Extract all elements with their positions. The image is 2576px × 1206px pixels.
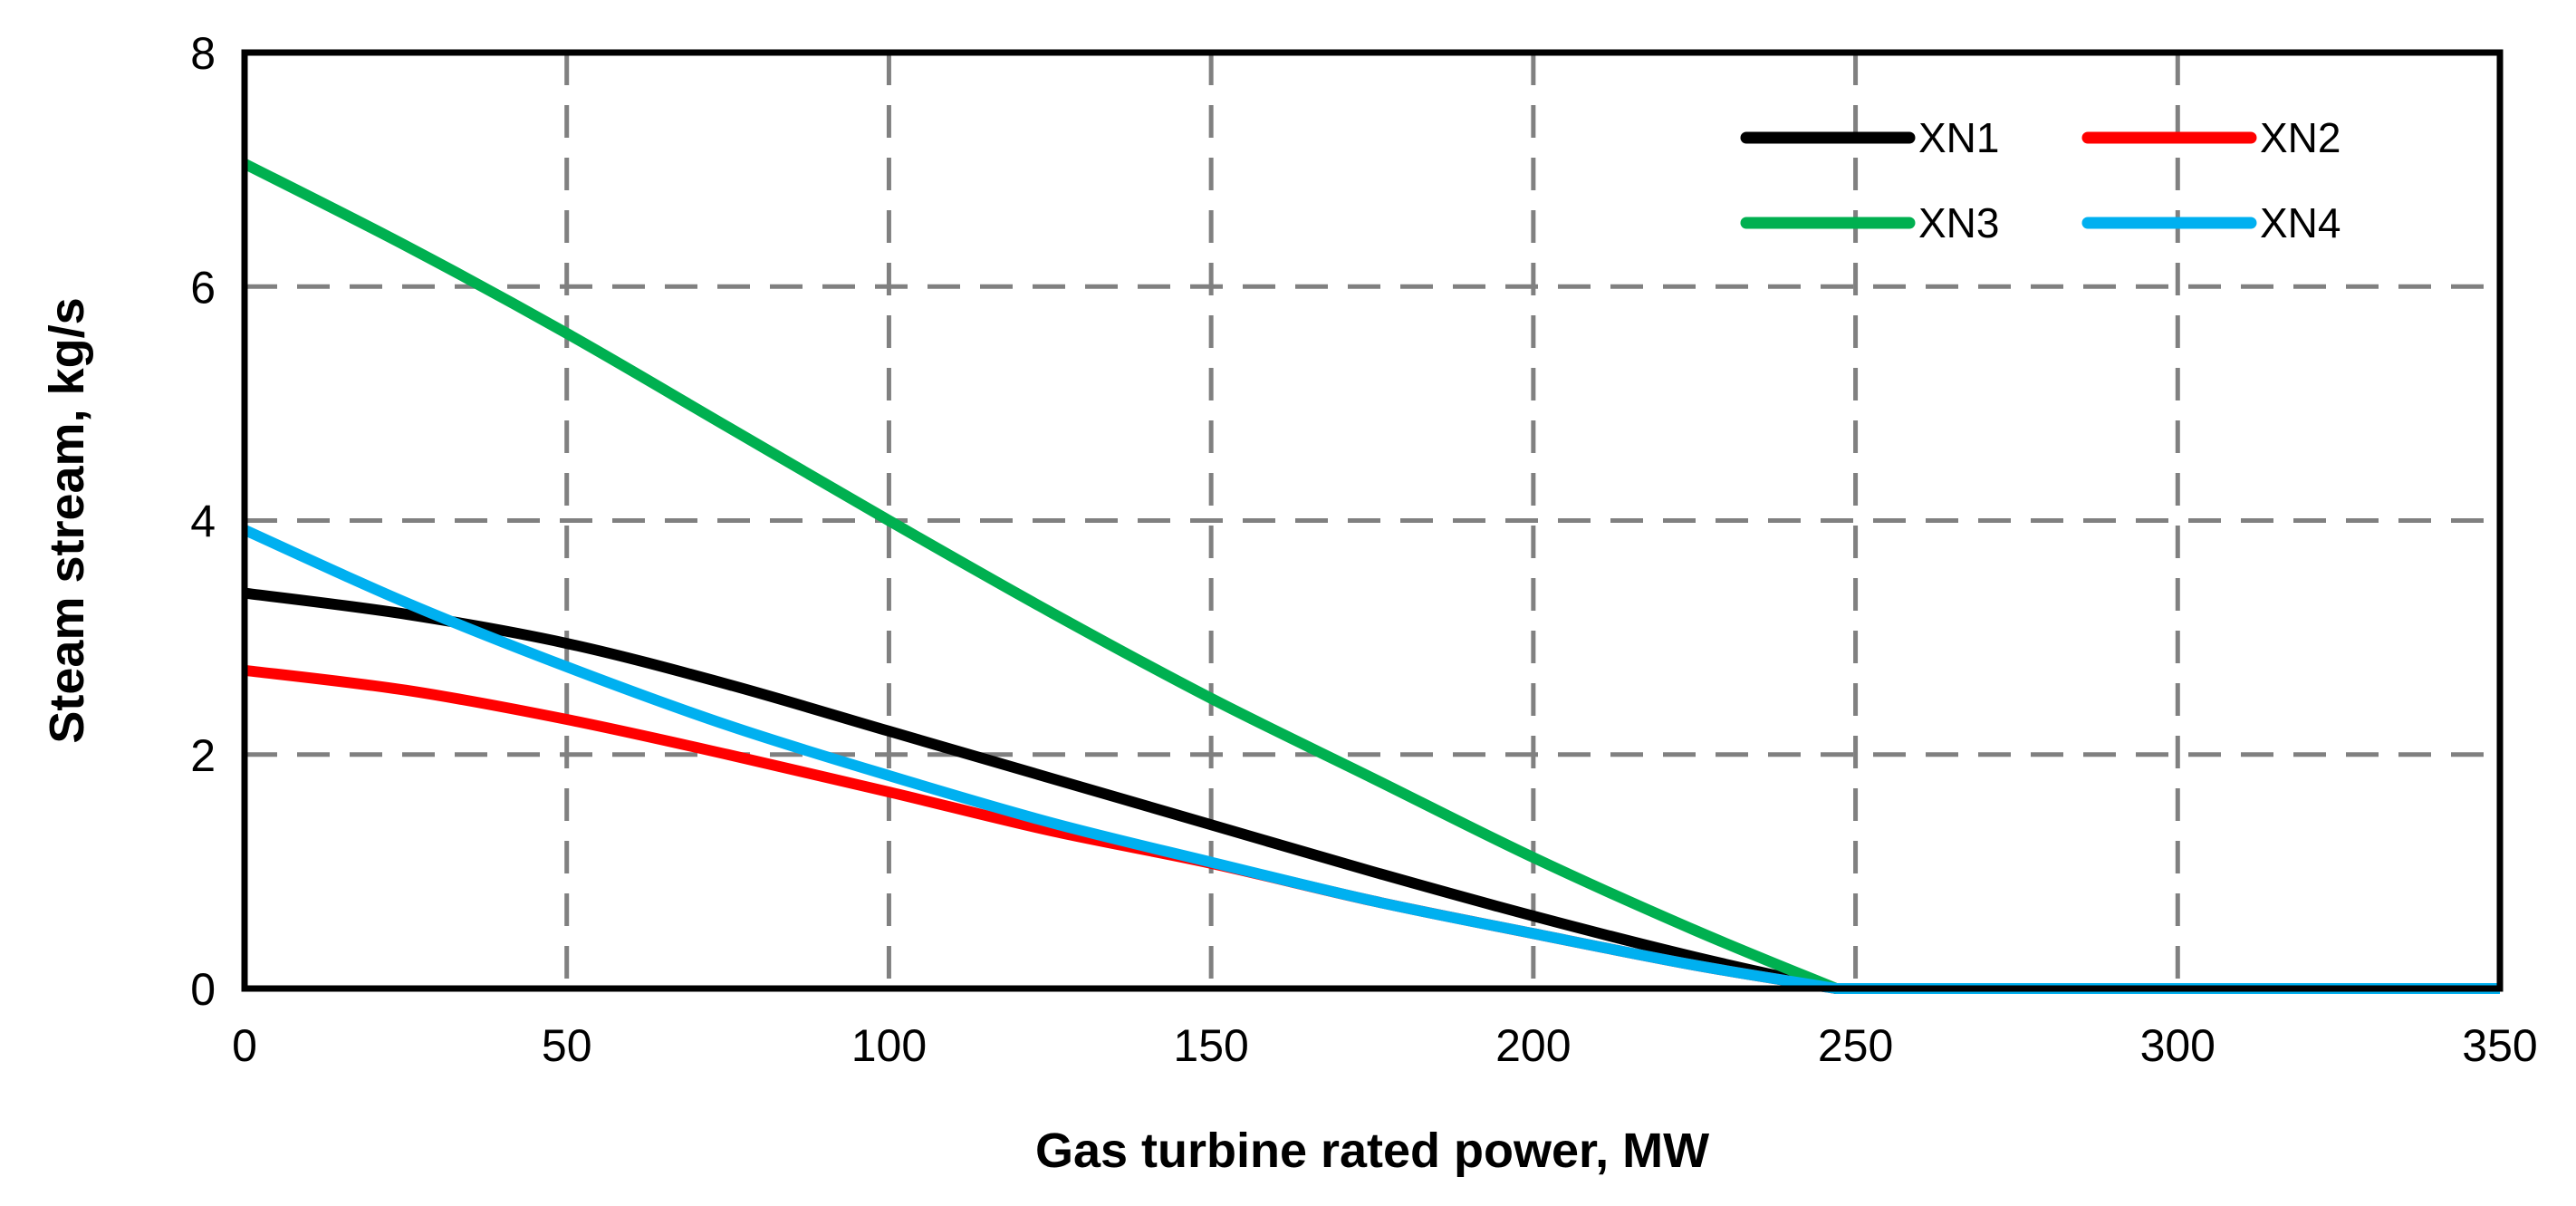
y-tick-label: 4 <box>190 497 216 547</box>
x-tick-label: 0 <box>232 1020 257 1071</box>
legend: XN1 XN2 XN3 XN4 <box>1740 114 2341 246</box>
x-tick-label: 150 <box>1173 1020 1248 1071</box>
legend-label-xn3: XN3 <box>1918 199 1999 246</box>
x-tick-label: 100 <box>851 1020 927 1071</box>
tick-labels: 0 50 100 150 200 250 300 350 0 2 4 6 8 <box>190 28 2538 1071</box>
legend-label-xn2: XN2 <box>2260 114 2341 161</box>
series-line-xn4 <box>242 525 2500 994</box>
x-tick-label: 50 <box>542 1020 592 1071</box>
x-tick-label: 250 <box>1818 1020 1893 1071</box>
legend-label-xn4: XN4 <box>2260 199 2341 246</box>
x-tick-label: 350 <box>2462 1020 2537 1071</box>
series-line-xn1 <box>244 587 2500 994</box>
y-tick-label: 0 <box>190 964 216 1015</box>
series-layer <box>242 159 2500 994</box>
x-axis-title: Gas turbine rated power, MW <box>1035 1124 1709 1178</box>
y-tick-label: 2 <box>190 730 216 781</box>
legend-label-xn1: XN1 <box>1918 114 1999 161</box>
y-tick-label: 6 <box>190 262 216 313</box>
y-tick-label: 8 <box>190 28 216 79</box>
y-axis-title: Steam stream, kg/s <box>40 297 94 743</box>
grid-layer <box>245 53 2500 989</box>
x-tick-label: 300 <box>2140 1020 2216 1071</box>
series-line-xn3 <box>242 159 2500 994</box>
x-tick-label: 200 <box>1495 1020 1571 1071</box>
plot-area-frame <box>241 49 2504 992</box>
